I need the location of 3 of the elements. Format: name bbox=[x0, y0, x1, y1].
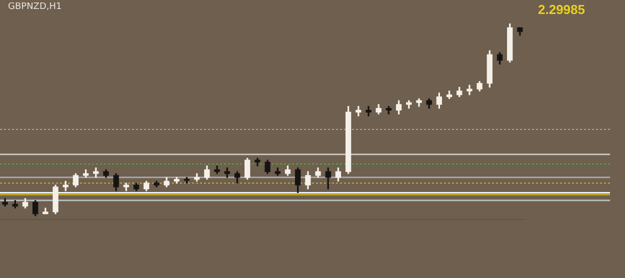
candlestick bbox=[366, 106, 372, 116]
text: 2.29985 bbox=[538, 2, 585, 17]
chart-title: GBPNZD,H1 bbox=[8, 2, 62, 12]
